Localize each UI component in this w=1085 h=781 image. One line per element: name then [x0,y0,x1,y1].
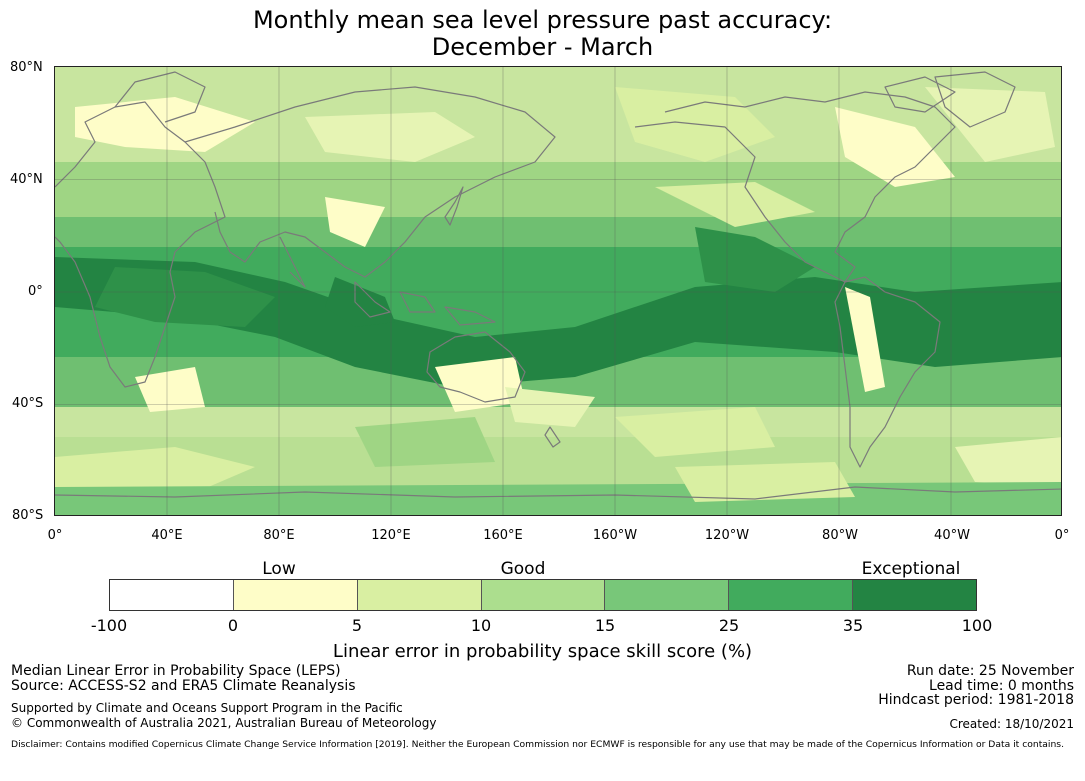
info-created: Created: 18/10/2021 [949,717,1074,731]
colorbar-segment [233,580,358,610]
colorbar-tick: -100 [90,616,128,635]
legend-category-good: Good [500,559,546,579]
legend-category-exceptional: Exceptional [861,559,961,579]
lon-label-0: 0° [47,528,63,543]
lat-label-40n: 40°N [10,172,43,187]
map-subtitle: December - March [431,33,654,61]
colorbar-segment [357,580,482,610]
lon-label-120w: 120°W [704,528,750,543]
colorbar-tick: 0 [227,616,239,635]
info-run-date: Run date: 25 November [906,663,1074,679]
lat-label-40s: 40°S [12,396,44,411]
colorbar-tick: 5 [351,616,363,635]
map-title: Monthly mean sea level pressure past acc… [252,6,833,34]
lon-label-80e: 80°E [263,528,295,543]
colorbar-tick: 35 [842,616,864,635]
info-lead-time: Lead time: 0 months [929,678,1074,694]
lon-label-40w: 40°W [934,528,970,543]
info-hindcast: Hindcast period: 1981-2018 [878,692,1074,708]
colorbar-tick: 15 [594,616,616,635]
legend-category-low: Low [262,559,296,579]
lat-label-80n: 80°N [10,60,43,75]
lon-label-0-east-edge: 0° [1054,528,1070,543]
lat-label-80s: 80°S [12,508,44,523]
colorbar-segment [853,580,977,610]
lon-label-160w: 160°W [592,528,638,543]
lat-label-equator: 0° [28,284,43,299]
skill-field [55,67,1061,515]
colorbar-tick: 25 [718,616,740,635]
colorbar-segment [605,580,730,610]
lon-label-120e: 120°E [371,528,411,543]
skill-map-svg [55,67,1061,515]
colorbar-segment [729,580,854,610]
colorbar-tick: 100 [961,616,993,635]
lon-label-40e: 40°E [151,528,183,543]
colorbar-segment [110,580,234,610]
colorbar-tick: 10 [470,616,492,635]
info-metric: Median Linear Error in Probability Space… [11,663,341,679]
info-support: Supported by Climate and Oceans Support … [11,701,403,715]
lon-label-160e: 160°E [483,528,523,543]
graticule [55,67,1061,515]
colorbar [109,579,977,611]
info-copyright: © Commonwealth of Australia 2021, Austra… [11,716,437,730]
colorbar-title: Linear error in probability space skill … [332,641,753,662]
skill-map [54,66,1062,516]
info-source: Source: ACCESS-S2 and ERA5 Climate Reana… [11,678,356,694]
colorbar-segment [481,580,606,610]
disclaimer: Disclaimer: Contains modified Copernicus… [11,739,1065,750]
lon-label-80w: 80°W [822,528,858,543]
